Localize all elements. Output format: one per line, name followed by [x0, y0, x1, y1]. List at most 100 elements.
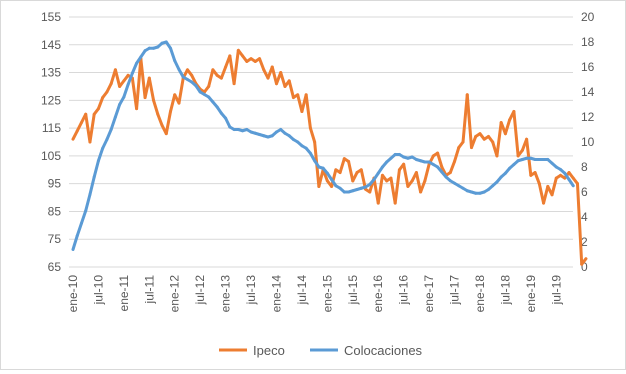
data-point-ipeco	[330, 185, 333, 188]
data-point-ipeco	[160, 124, 164, 127]
data-point-ipeco	[186, 68, 189, 71]
data-point-ipeco	[237, 49, 240, 52]
left-axis-ticks: 65 75 85 95 105 115 125 135 145 155	[41, 10, 61, 274]
data-point-colocaciones	[232, 128, 236, 131]
y-left-tick-label: 75	[48, 232, 62, 246]
data-point-colocaciones	[279, 128, 282, 131]
data-point-colocaciones	[258, 133, 261, 136]
data-point-ipeco	[105, 90, 109, 94]
data-point-ipeco	[245, 60, 249, 63]
data-point-colocaciones	[512, 163, 516, 166]
series-segment-colocaciones	[130, 61, 139, 75]
data-point-colocaciones	[228, 125, 232, 129]
data-point-colocaciones	[521, 158, 524, 161]
data-point-ipeco	[109, 82, 113, 85]
data-point-ipeco	[398, 168, 401, 171]
data-point-ipeco	[338, 171, 342, 174]
data-point-colocaciones	[220, 112, 223, 115]
series-segment-ipeco	[152, 98, 160, 116]
data-point-colocaciones	[406, 157, 410, 160]
data-point-colocaciones	[88, 193, 92, 196]
x-tick-label: ene-15	[320, 275, 334, 313]
y-left-tick-label: 85	[48, 204, 62, 218]
series-segment-ipeco	[503, 118, 512, 136]
data-point-ipeco	[572, 176, 575, 180]
data-point-colocaciones	[143, 49, 147, 52]
data-point-colocaciones	[182, 75, 185, 79]
legend: Ipeco Colocaciones	[219, 343, 423, 358]
data-point-colocaciones	[152, 47, 155, 50]
data-point-ipeco	[525, 138, 528, 141]
data-point-ipeco	[334, 168, 338, 171]
data-point-colocaciones	[321, 167, 325, 170]
series-segment-colocaciones	[71, 234, 79, 251]
data-point-colocaciones	[313, 159, 316, 162]
data-point-colocaciones	[508, 167, 511, 170]
data-point-ipeco	[512, 110, 516, 113]
data-point-ipeco	[584, 257, 588, 260]
data-point-ipeco	[249, 57, 253, 60]
series-segment-colocaciones	[122, 83, 130, 99]
data-point-ipeco	[504, 132, 507, 135]
y-right-tick-label: 10	[581, 135, 595, 149]
y-right-tick-label: 8	[581, 160, 588, 174]
data-point-ipeco	[410, 179, 414, 183]
data-point-ipeco	[241, 54, 244, 58]
data-point-ipeco	[470, 146, 473, 149]
series-segment-ipeco	[465, 93, 473, 150]
data-point-colocaciones	[224, 117, 227, 120]
data-point-colocaciones	[419, 159, 422, 162]
data-point-ipeco	[406, 185, 410, 188]
data-point-ipeco	[423, 179, 427, 183]
data-point-ipeco	[567, 171, 571, 174]
y-left-tick-label: 115	[42, 121, 61, 135]
data-point-colocaciones	[360, 187, 363, 190]
y-right-tick-label: 18	[581, 35, 595, 49]
data-point-colocaciones	[249, 130, 253, 134]
x-tick-label: jul-15	[346, 275, 360, 306]
series-segment-ipeco	[469, 134, 478, 150]
y-right-tick-label: 20	[581, 10, 595, 24]
data-point-colocaciones	[372, 178, 376, 181]
data-point-colocaciones	[470, 190, 473, 194]
series-segment-ipeco	[393, 168, 401, 205]
data-point-colocaciones	[533, 158, 537, 161]
series-segment-ipeco	[147, 76, 156, 102]
y-left-tick-label: 155	[41, 10, 61, 24]
data-point-colocaciones	[186, 78, 189, 81]
data-point-ipeco	[495, 154, 499, 158]
data-point-colocaciones	[525, 157, 528, 160]
data-point-colocaciones	[122, 95, 126, 99]
series-segment-ipeco	[436, 151, 444, 169]
data-point-colocaciones	[296, 140, 299, 144]
series-segment-ipeco	[71, 129, 79, 141]
data-point-colocaciones	[381, 165, 384, 169]
data-point-colocaciones	[436, 165, 439, 169]
data-point-colocaciones	[84, 209, 87, 212]
data-point-ipeco	[152, 99, 155, 102]
data-point-ipeco	[169, 110, 172, 113]
data-point-ipeco	[377, 201, 380, 205]
data-point-ipeco	[275, 82, 278, 85]
series-segment-ipeco	[347, 159, 355, 183]
data-point-colocaciones	[211, 100, 215, 104]
x-tick-label: ene-11	[117, 275, 131, 312]
x-tick-label: ene-17	[422, 275, 436, 313]
series-segment-colocaciones	[109, 115, 117, 131]
data-point-ipeco	[177, 101, 181, 105]
data-point-colocaciones	[415, 158, 418, 161]
series-segment-ipeco	[317, 168, 325, 188]
series-segment-ipeco	[330, 168, 338, 188]
series-segment-ipeco	[88, 112, 96, 144]
legend-label-colocaciones: Colocaciones	[344, 343, 423, 358]
data-point-ipeco	[288, 79, 291, 83]
series-segment-ipeco	[304, 93, 312, 130]
data-point-colocaciones	[423, 160, 427, 164]
data-point-colocaciones	[334, 184, 338, 187]
data-point-ipeco	[432, 154, 435, 158]
data-point-colocaciones	[461, 187, 465, 190]
series-segment-colocaciones	[75, 221, 83, 238]
data-point-ipeco	[449, 171, 452, 174]
data-point-colocaciones	[300, 144, 304, 147]
data-point-ipeco	[546, 185, 550, 188]
